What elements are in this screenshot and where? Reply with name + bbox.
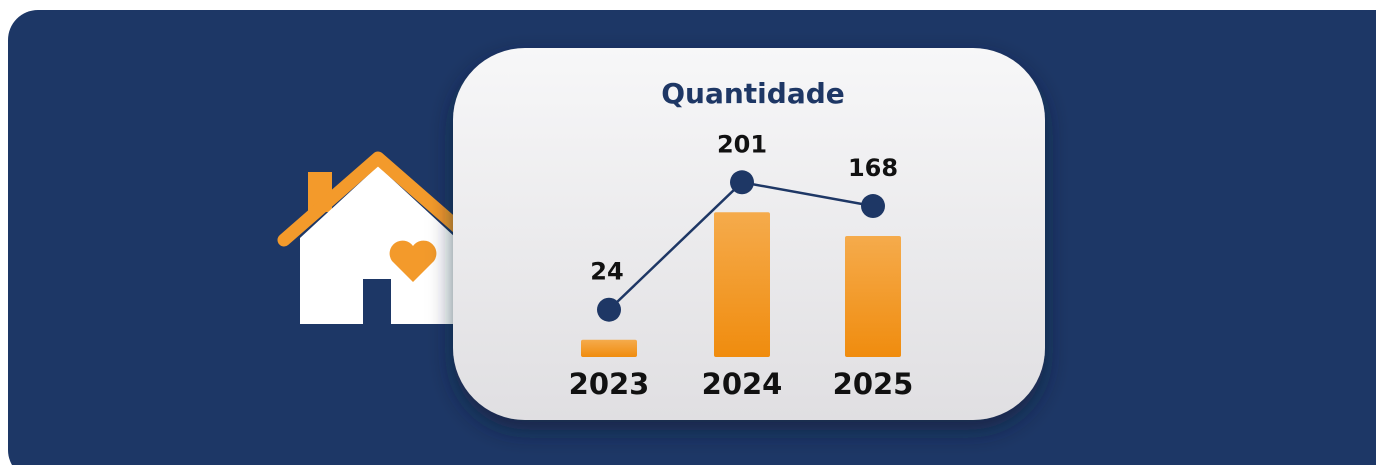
value-label: 168 (848, 154, 898, 182)
plot: 24 2023 201 2024 168 2025 (569, 130, 914, 401)
chart-title: Quantidade (661, 77, 845, 110)
category-label: 2024 (702, 367, 783, 401)
house-icon (277, 151, 479, 325)
bar (714, 212, 770, 357)
bar (845, 236, 901, 357)
bar (581, 339, 637, 357)
value-label: 24 (590, 258, 623, 286)
value-label: 201 (717, 130, 767, 158)
category-label: 2025 (833, 367, 914, 401)
trend-point (730, 170, 754, 195)
trend-point (597, 297, 621, 322)
category-label: 2023 (569, 367, 650, 401)
trend-point (861, 194, 885, 219)
